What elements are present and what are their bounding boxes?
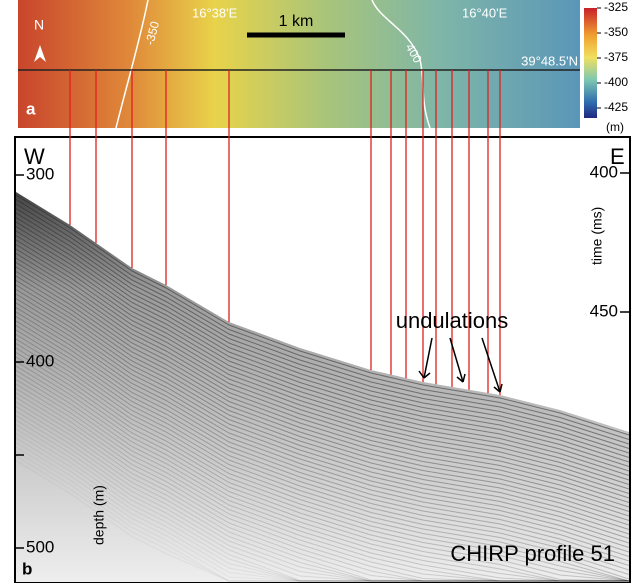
reflector — [15, 239, 630, 481]
reflector — [15, 253, 630, 494]
reflector — [15, 397, 629, 582]
reflector — [15, 334, 630, 575]
panel-label: b — [22, 559, 32, 578]
reflector — [15, 365, 629, 582]
colorbar-unit: (m) — [606, 120, 624, 134]
reflector — [15, 419, 629, 582]
reflector — [15, 370, 629, 582]
reflector — [15, 212, 630, 454]
time-axis-label: time (ms) — [589, 207, 605, 265]
reflector — [15, 199, 630, 440]
reflector — [15, 316, 630, 557]
colorbar-label: -400 — [604, 75, 628, 89]
reflector — [15, 455, 629, 582]
reflector — [15, 271, 630, 512]
colorbar-label: -425 — [604, 100, 628, 114]
reflector — [15, 325, 630, 566]
lat-label: 39°48.5'N — [521, 53, 578, 68]
colorbar-label: -350 — [604, 25, 628, 39]
reflector — [15, 311, 630, 553]
reflector — [15, 415, 629, 582]
reflector — [15, 203, 630, 445]
depth-tick-label: 500 — [26, 537, 54, 556]
lon-label: 16°38'E — [192, 5, 238, 20]
reflector — [15, 293, 630, 535]
caption: CHIRP profile 51 — [450, 541, 615, 566]
depth-tick-label: 400 — [26, 351, 54, 370]
axes: 300 400 500 400 450 — [15, 162, 630, 556]
reflector — [15, 298, 630, 539]
depth-axis-label: depth (m) — [91, 485, 107, 545]
reflector — [15, 410, 629, 582]
reflector — [15, 388, 629, 582]
reflector — [15, 446, 629, 582]
reflector — [15, 392, 629, 582]
reflector — [15, 289, 630, 530]
reflector — [15, 226, 630, 467]
reflector — [15, 217, 630, 458]
scale-label: 1 km — [279, 13, 314, 30]
reflector — [15, 230, 630, 472]
contour — [115, 0, 149, 129]
reflector — [15, 329, 630, 571]
reflector — [15, 383, 629, 582]
reflector — [15, 347, 630, 582]
reflector — [15, 442, 629, 582]
west-label: W — [24, 144, 45, 169]
east-label: E — [610, 144, 625, 169]
reflector — [15, 320, 630, 562]
reflector — [15, 424, 629, 582]
lon-label: 16°40'E — [462, 5, 508, 20]
reflector — [15, 244, 630, 485]
reflector — [15, 235, 630, 476]
reflector — [15, 437, 629, 582]
reflector — [15, 428, 629, 582]
reflector — [15, 352, 630, 582]
reflector — [15, 451, 629, 582]
depth-tick-label: 300 — [26, 164, 54, 183]
reflector — [15, 460, 629, 582]
colorbar-labels: -325 -350 -375 -400 -425 — [597, 0, 628, 114]
reflector — [15, 266, 630, 508]
time-tick-label: 400 — [590, 162, 618, 181]
reflector — [15, 248, 630, 490]
reflector — [15, 433, 629, 582]
annotation-arrows — [418, 337, 503, 393]
reflector — [15, 374, 629, 582]
north-arrow — [34, 45, 46, 62]
reflector — [15, 302, 630, 544]
reflector — [15, 343, 630, 582]
reflector — [15, 307, 630, 548]
reflector — [15, 275, 630, 517]
reflector — [15, 262, 630, 503]
reflector — [15, 280, 630, 521]
north-label: N — [34, 17, 44, 33]
contour — [371, 0, 431, 129]
reflector — [15, 361, 630, 582]
contour-label: -350 — [142, 19, 162, 46]
reflector-layers — [15, 194, 630, 582]
annotation: undulations — [396, 308, 509, 333]
reflector — [15, 221, 630, 463]
correlation-lines — [69, 70, 501, 395]
reflector — [15, 401, 629, 582]
reflector — [15, 208, 630, 449]
reflector — [15, 194, 630, 436]
reflector — [15, 338, 630, 580]
colorbar — [584, 8, 597, 118]
reflector — [15, 257, 630, 499]
time-tick-label: 450 — [590, 301, 618, 320]
reflector — [15, 356, 630, 582]
panel-label: a — [26, 99, 36, 118]
colorbar-label: -325 — [604, 0, 628, 14]
bathymetry-map — [18, 0, 580, 128]
reflector — [15, 284, 630, 526]
reflector — [15, 406, 629, 582]
colorbar-label: -375 — [604, 50, 628, 64]
reflector — [15, 379, 629, 582]
